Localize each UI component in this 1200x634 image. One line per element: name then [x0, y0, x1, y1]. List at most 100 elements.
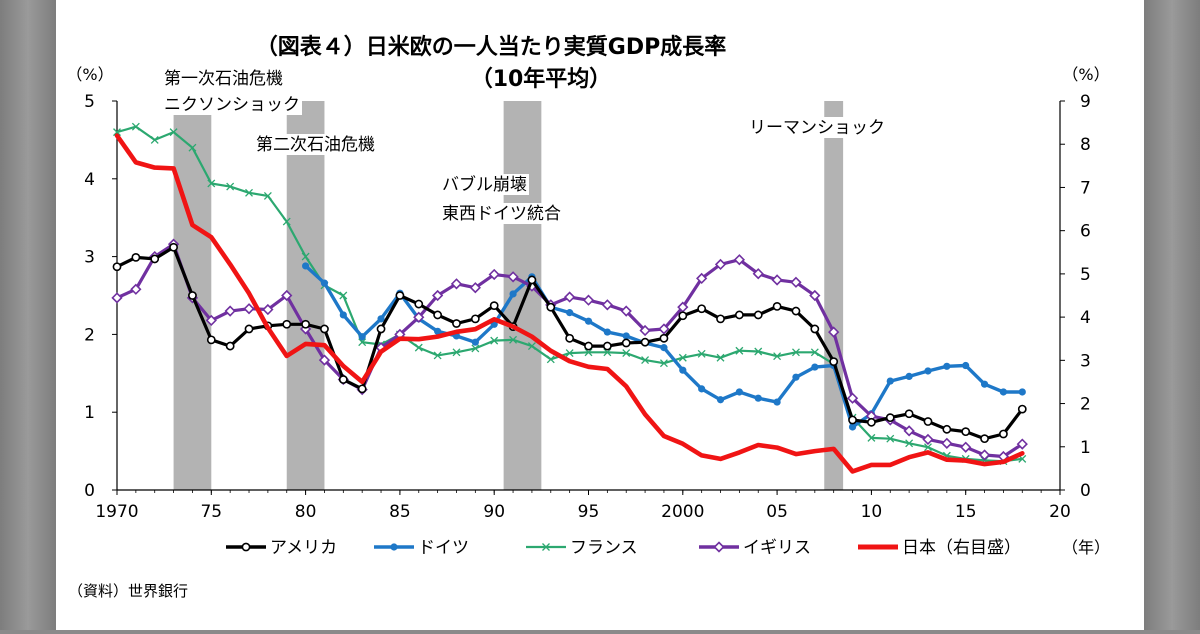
point-france [735, 346, 744, 355]
shaded-period-2 [286, 101, 325, 490]
point-germany [792, 373, 800, 381]
point-uk [771, 274, 783, 286]
period-annotation-2-line-1: 第二次石油危機 [256, 135, 375, 155]
series-line-usa [115, 245, 1024, 441]
point-usa [452, 319, 461, 328]
point-uk [469, 282, 481, 294]
x-tick-label: 05 [766, 502, 788, 522]
point-usa [206, 335, 216, 345]
point-usa [244, 324, 254, 334]
point-usa [546, 302, 556, 312]
point-germany [1018, 388, 1026, 396]
legend-label-uk: イギリス [743, 538, 811, 558]
point-germany [698, 385, 706, 393]
point-france [924, 443, 932, 452]
point-france [169, 128, 178, 137]
point-germany [962, 361, 970, 370]
point-uk [828, 326, 840, 338]
point-uk [941, 437, 953, 449]
x-tick-label: 85 [389, 502, 411, 522]
point-germany [848, 423, 857, 431]
x-tick-label: 75 [200, 502, 222, 522]
shaded-periods [173, 101, 844, 490]
point-france [490, 336, 499, 345]
chart-title-line2: （10年平均） [471, 66, 612, 92]
point-usa [734, 310, 744, 320]
point-france [245, 188, 253, 197]
point-uk [564, 291, 576, 303]
period-annotation-bg [440, 203, 563, 224]
point-uk [922, 433, 934, 446]
point-france [659, 359, 668, 368]
point-uk [205, 314, 217, 327]
point-usa [621, 338, 631, 348]
point-usa [169, 242, 178, 252]
point-france [131, 122, 140, 131]
x-tick-label: 20 [1049, 502, 1071, 522]
tick-marks-and-labels: 0 1 2 3 4 5 0 1 2 3 4 5 6 7 8 9 1970 75 80 85 90 95 2000 05 10 15… [84, 92, 1091, 522]
right-tick-label: 6 [1080, 222, 1091, 242]
point-uk [1016, 438, 1028, 450]
point-germany [679, 366, 687, 374]
point-uk [601, 299, 613, 311]
right-tick-label: 1 [1080, 438, 1091, 458]
legend-marker-germany [390, 543, 398, 551]
legend-marker-usa [241, 542, 251, 552]
point-usa [885, 413, 895, 423]
point-france [886, 434, 895, 443]
point-germany [980, 380, 989, 388]
point-usa [320, 324, 329, 334]
x-tick-label: 90 [483, 502, 505, 522]
point-france [905, 439, 914, 448]
legend-item-japan: 日本（右目盛） [858, 538, 1021, 558]
point-uk [262, 303, 274, 316]
right-tick-label: 8 [1080, 135, 1091, 155]
point-usa [131, 252, 141, 262]
point-uk [696, 272, 708, 285]
x-tick-label: 95 [578, 502, 600, 522]
point-usa [489, 301, 499, 311]
point-usa [414, 299, 424, 309]
left-tick-label: 4 [84, 170, 95, 190]
left-blurred-margin [0, 0, 56, 630]
point-germany [377, 315, 385, 323]
period-annotation-bg [747, 117, 887, 138]
period-annotation-3-line-1: バブル崩壊 [442, 174, 527, 195]
point-usa [678, 311, 688, 321]
point-usa [112, 262, 122, 272]
point-germany [943, 362, 951, 370]
point-usa [716, 314, 725, 324]
point-france [414, 343, 423, 352]
x-tick-label: 2000 [661, 502, 704, 522]
legend: アメリカ ドイツ フランス イギリス 日本（右目盛） [226, 538, 1021, 558]
point-france [188, 143, 197, 152]
period-annotation-bg [440, 174, 529, 195]
point-usa [150, 254, 160, 264]
left-tick-label: 1 [84, 403, 95, 423]
point-uk [243, 303, 255, 315]
point-uk [582, 294, 595, 306]
point-usa [433, 310, 443, 320]
period-annotation-1-line-1: 第一次石油危機 [164, 69, 283, 89]
point-uk [960, 441, 972, 453]
point-france [716, 353, 725, 362]
point-usa [980, 434, 989, 444]
point-france [754, 347, 763, 356]
point-uk [488, 268, 500, 281]
legend-label-usa: アメリカ [270, 538, 337, 558]
series-usa [112, 242, 1027, 444]
point-germany [811, 363, 819, 371]
point-usa [697, 304, 707, 314]
point-uk [846, 392, 859, 404]
point-germany [302, 262, 310, 270]
point-usa [282, 319, 292, 329]
shaded-period-3 [503, 101, 542, 490]
point-usa [942, 424, 952, 434]
point-germany [924, 367, 932, 375]
point-usa [527, 275, 537, 285]
point-usa [1017, 404, 1027, 414]
period-annotation-bg [254, 134, 377, 155]
point-usa [640, 337, 650, 347]
x-axis-unit: （年） [1062, 538, 1110, 557]
